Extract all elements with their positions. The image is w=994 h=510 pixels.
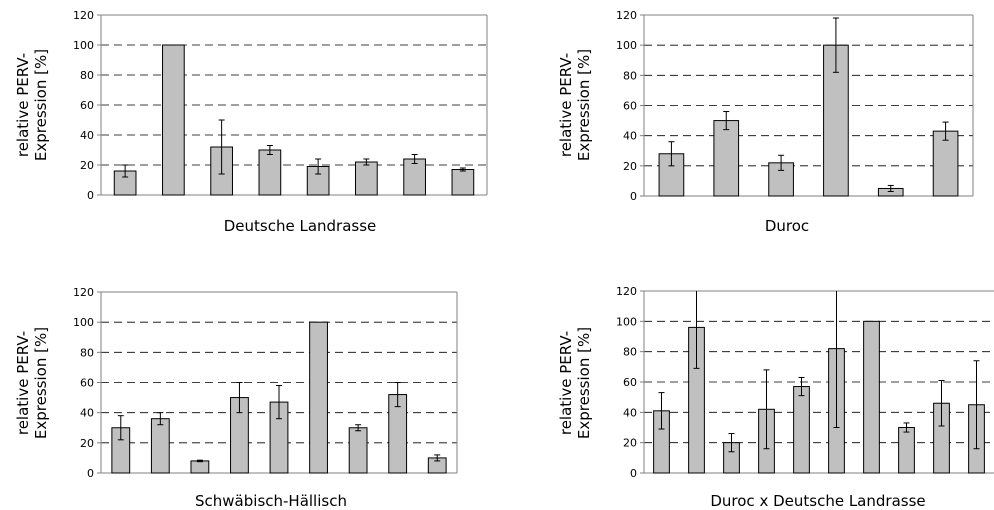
y-tick-label: 0 xyxy=(630,190,637,203)
y-tick-label: 100 xyxy=(73,39,94,52)
y-tick-label: 60 xyxy=(80,99,94,112)
y-axis-label-line: Expression [%] xyxy=(32,49,50,161)
y-axis-label: relative PERV-Expression [%] xyxy=(557,49,593,161)
y-tick-label: 120 xyxy=(73,286,94,299)
bar xyxy=(348,427,368,474)
y-tick-label: 0 xyxy=(87,189,94,202)
y-tick-label: 20 xyxy=(80,437,94,450)
bar xyxy=(713,120,740,197)
bar xyxy=(932,130,959,197)
y-axis-label-line: relative PERV- xyxy=(557,331,575,435)
y-tick-label: 80 xyxy=(623,346,637,359)
y-tick-label: 60 xyxy=(80,377,94,390)
y-tick-label: 40 xyxy=(80,407,94,420)
y-tick-label: 0 xyxy=(630,467,637,480)
bar xyxy=(355,161,378,196)
y-tick-label: 100 xyxy=(616,315,637,328)
bar xyxy=(309,321,328,474)
bar xyxy=(150,418,170,474)
y-axis-label-line: Expression [%] xyxy=(575,49,593,161)
y-tick-label: 60 xyxy=(623,376,637,389)
y-axis-label: relative PERV-Expression [%] xyxy=(557,327,593,439)
y-tick-label: 40 xyxy=(80,129,94,142)
bar xyxy=(898,427,915,474)
y-tick-label: 100 xyxy=(616,39,637,52)
y-tick-label: 120 xyxy=(73,9,94,22)
y-axis-label-line: relative PERV- xyxy=(14,331,32,435)
x-axis-label: Duroc x Deutsche Landrasse xyxy=(710,492,925,510)
y-tick-label: 60 xyxy=(623,100,637,113)
bar xyxy=(258,149,282,196)
y-axis-label: relative PERV-Expression [%] xyxy=(14,49,50,161)
y-tick-label: 80 xyxy=(623,69,637,82)
y-tick-label: 100 xyxy=(73,316,94,329)
y-tick-label: 0 xyxy=(87,467,94,480)
y-tick-label: 20 xyxy=(623,160,637,173)
y-axis-label-line: relative PERV- xyxy=(14,53,32,157)
x-axis-label: Deutsche Landrasse xyxy=(224,217,377,235)
x-axis-label: Duroc xyxy=(765,217,809,235)
y-tick-label: 20 xyxy=(80,159,94,172)
chart-panel-4: 0 20 40 60 80 100 120 relative PERV-Expression … xyxy=(557,285,994,510)
bar xyxy=(863,320,880,474)
y-axis-label-line: relative PERV- xyxy=(557,53,575,157)
bar xyxy=(403,158,426,196)
bar xyxy=(190,460,210,474)
y-tick-label: 80 xyxy=(80,346,94,359)
chart-panel-2: 0 20 40 60 80 100 120 relative PERV-Expression … xyxy=(557,9,974,235)
y-tick-label: 40 xyxy=(623,406,637,419)
y-tick-label: 80 xyxy=(80,69,94,82)
bar xyxy=(793,386,810,474)
y-axis-label-line: Expression [%] xyxy=(32,327,50,439)
x-axis-label: Schwäbisch-Hällisch xyxy=(195,492,347,510)
chart-panel-3: 0 20 40 60 80 100 120 relative PERV-Expression … xyxy=(14,286,458,510)
chart-panel-1: 0 20 40 60 80 100 120 relative PERV-Expression … xyxy=(14,9,488,235)
y-tick-label: 40 xyxy=(623,130,637,143)
y-tick-label: 120 xyxy=(616,285,637,298)
bar xyxy=(162,44,185,196)
y-axis-label-line: Expression [%] xyxy=(575,327,593,439)
y-tick-label: 120 xyxy=(616,9,637,22)
y-axis-label: relative PERV-Expression [%] xyxy=(14,327,50,439)
y-tick-label: 20 xyxy=(623,437,637,450)
bar xyxy=(451,169,475,196)
